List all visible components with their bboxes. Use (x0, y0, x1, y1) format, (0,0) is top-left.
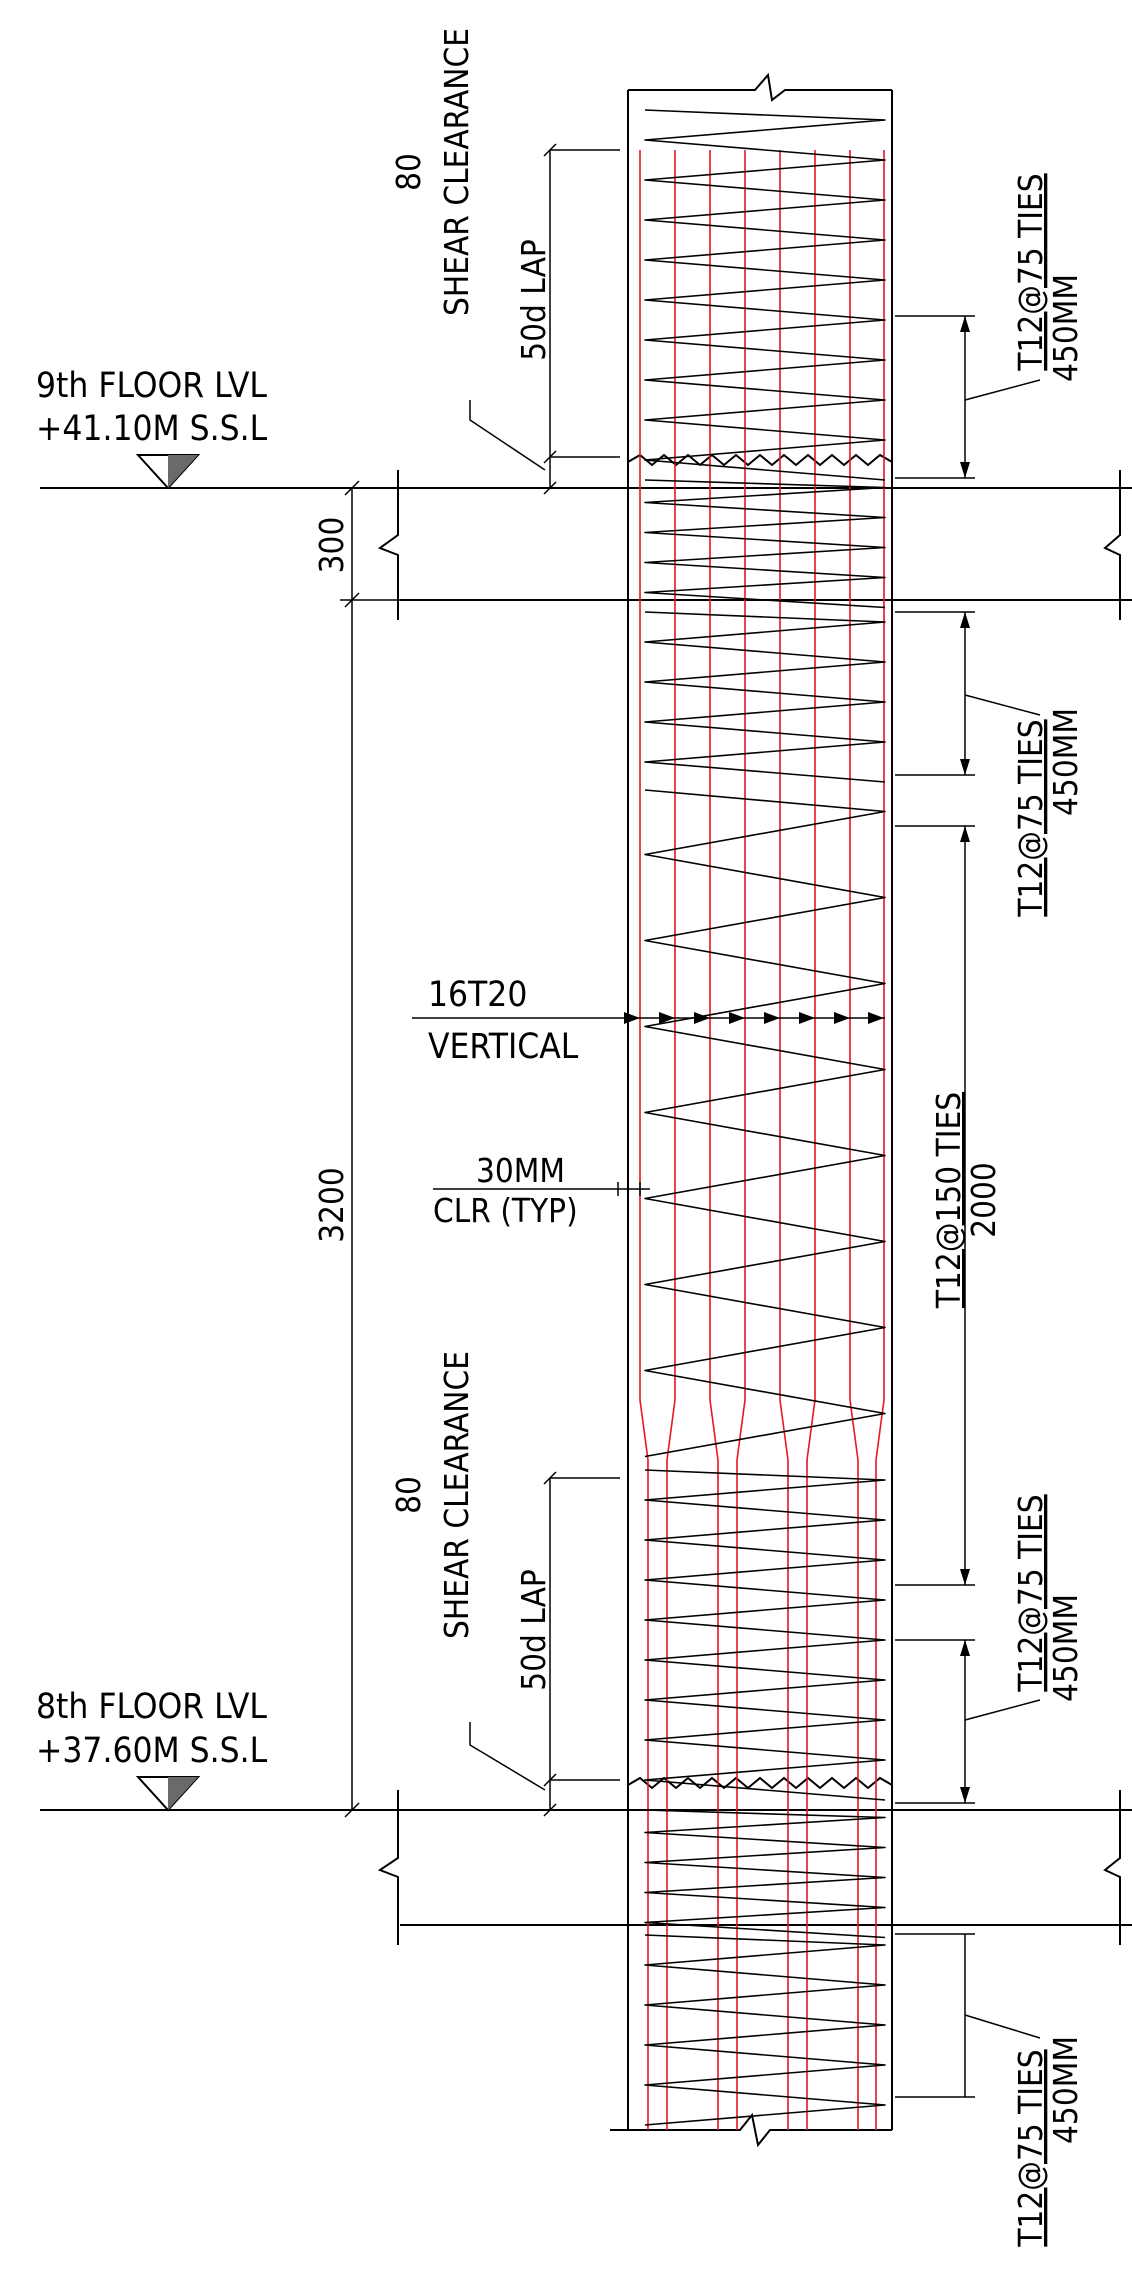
slab-break-line (1103, 470, 1121, 620)
ties-label-2: T12@75 TIES (1011, 719, 1050, 917)
floor8-name: 8th FLOOR LVL (36, 1687, 267, 1727)
column-ties (644, 109, 886, 2126)
bar-arrow (834, 1012, 850, 1024)
level-marker-8th (135, 1776, 201, 1812)
bar-arrow (764, 1012, 780, 1024)
construction-joint-top (627, 453, 893, 467)
ties-label-1: T12@75 TIES (1011, 173, 1050, 371)
vertical-rebars (639, 150, 885, 2130)
rebar-line (849, 150, 859, 2130)
tie-zone (644, 611, 886, 783)
vertical-bar-arrows (624, 1012, 884, 1024)
ties-length-3: 450MM (1046, 1594, 1085, 1702)
floor9-name: 9th FLOOR LVL (36, 366, 267, 406)
construction-joint-bottom (627, 1776, 893, 1790)
bar-arrow (799, 1012, 815, 1024)
level-marker-9th (135, 454, 201, 490)
rebar-line (666, 150, 676, 2130)
lap-text-bottom: 50d LAP (514, 1569, 553, 1691)
shear-clearance-text-bottom: SHEAR CLEARANCE (437, 1351, 476, 1639)
dimension-lines (340, 143, 1041, 2098)
rebar-line (806, 150, 816, 2130)
floor8-level: +37.60M S.S.L (36, 1731, 268, 1771)
rebar-line (875, 150, 885, 2130)
bar-arrow (868, 1012, 884, 1024)
tie-zone (644, 789, 886, 1458)
tie-zone (644, 479, 886, 609)
floor9-level: +41.10M S.S.L (36, 409, 268, 449)
shear-clearance-text-top: SHEAR CLEARANCE (437, 28, 476, 316)
ties-length-mid: 2000 (964, 1162, 1003, 1238)
cover-note: CLR (TYP) (433, 1191, 578, 1230)
column-top-break (628, 72, 892, 102)
ties-label-mid: T12@150 TIES (929, 1092, 968, 1309)
tie-zone (644, 109, 886, 481)
tie-zone (644, 1469, 886, 1801)
rebar-line (736, 150, 746, 2130)
bar-arrow (659, 1012, 675, 1024)
shear-clearance-value-bottom: 80 (389, 1476, 428, 1514)
lap-text-top: 50d LAP (514, 239, 553, 361)
vertical-bars-note: VERTICAL (428, 1027, 579, 1067)
rebar-line (709, 150, 719, 2130)
bar-arrow (694, 1012, 710, 1024)
ties-length-2: 450MM (1046, 708, 1085, 816)
shear-clearance-value-top: 80 (389, 153, 428, 191)
tie-zone-arrows (960, 316, 970, 1803)
slab-break-line (377, 470, 399, 620)
cover-value: 30MM (476, 1151, 565, 1190)
bar-arrow (624, 1012, 640, 1024)
tie-zone (644, 1934, 886, 2126)
rebar-line (779, 150, 789, 2130)
rebar-line (639, 150, 649, 2130)
bar-arrow (729, 1012, 745, 1024)
ties-length-4: 450MM (1046, 2036, 1085, 2144)
vertical-bars-label: 16T20 (428, 975, 527, 1015)
slab-break-line (1103, 1790, 1121, 1945)
tie-zone (644, 1809, 886, 1939)
ties-length-1: 450MM (1046, 274, 1085, 382)
storey-height-dim: 3200 (312, 1167, 351, 1243)
ties-label-4: T12@75 TIES (1011, 2049, 1050, 2247)
ties-label-3: T12@75 TIES (1011, 1494, 1050, 1692)
slab-thickness-dim: 300 (312, 517, 351, 574)
floor-lines (40, 470, 1132, 1945)
column-bottom-break (610, 2112, 892, 2148)
slab-break-line (377, 1790, 399, 1945)
